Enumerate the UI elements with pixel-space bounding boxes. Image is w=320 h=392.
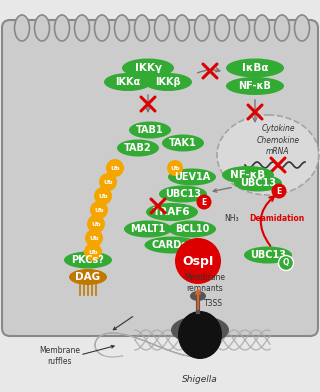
Text: Ub: Ub bbox=[89, 236, 99, 241]
Text: Q: Q bbox=[283, 258, 289, 267]
Ellipse shape bbox=[168, 169, 216, 185]
Ellipse shape bbox=[294, 15, 309, 41]
Text: Deamidation: Deamidation bbox=[250, 214, 305, 223]
Ellipse shape bbox=[254, 15, 269, 41]
Text: Membrane
ruffles: Membrane ruffles bbox=[39, 346, 81, 366]
Text: Ub: Ub bbox=[103, 180, 113, 185]
Ellipse shape bbox=[115, 15, 130, 41]
Ellipse shape bbox=[134, 15, 149, 41]
Text: T3SS: T3SS bbox=[204, 299, 222, 309]
Ellipse shape bbox=[129, 122, 171, 138]
Ellipse shape bbox=[244, 247, 292, 263]
Circle shape bbox=[175, 238, 221, 284]
Text: Ub: Ub bbox=[94, 207, 104, 212]
Circle shape bbox=[87, 215, 105, 233]
Ellipse shape bbox=[178, 311, 222, 359]
Ellipse shape bbox=[214, 15, 229, 41]
Ellipse shape bbox=[14, 15, 29, 41]
Ellipse shape bbox=[35, 15, 50, 41]
Ellipse shape bbox=[117, 140, 159, 156]
Ellipse shape bbox=[222, 166, 274, 184]
Text: IKKγ: IKKγ bbox=[134, 63, 162, 73]
Text: Membrane
remnants: Membrane remnants bbox=[185, 273, 226, 293]
Ellipse shape bbox=[275, 15, 290, 41]
Ellipse shape bbox=[145, 236, 199, 254]
Text: IKKβ: IKKβ bbox=[155, 77, 181, 87]
Text: PKCs?: PKCs? bbox=[72, 255, 104, 265]
Text: NF-κB: NF-κB bbox=[239, 81, 271, 91]
Text: UBC13: UBC13 bbox=[240, 178, 276, 188]
Circle shape bbox=[278, 256, 293, 270]
Circle shape bbox=[85, 229, 103, 247]
Text: NF-κB: NF-κB bbox=[230, 170, 266, 180]
Text: UEV1A: UEV1A bbox=[174, 172, 210, 182]
Text: UBC13: UBC13 bbox=[250, 250, 286, 260]
Circle shape bbox=[94, 187, 112, 205]
Ellipse shape bbox=[226, 58, 284, 78]
Ellipse shape bbox=[124, 221, 172, 238]
Ellipse shape bbox=[54, 15, 69, 41]
Text: Ub: Ub bbox=[98, 194, 108, 198]
Circle shape bbox=[90, 201, 108, 219]
Text: Ub: Ub bbox=[170, 165, 180, 171]
Ellipse shape bbox=[64, 252, 112, 269]
Text: TAK1: TAK1 bbox=[169, 138, 197, 148]
Text: Ub: Ub bbox=[110, 165, 120, 171]
Text: Ub: Ub bbox=[88, 249, 98, 254]
Text: Ub: Ub bbox=[91, 221, 101, 227]
Text: UBC13: UBC13 bbox=[165, 189, 201, 199]
Circle shape bbox=[167, 160, 183, 176]
Text: TAB1: TAB1 bbox=[136, 125, 164, 135]
Ellipse shape bbox=[144, 73, 192, 91]
Ellipse shape bbox=[104, 73, 152, 91]
Ellipse shape bbox=[122, 58, 174, 78]
Text: E: E bbox=[276, 187, 282, 196]
Ellipse shape bbox=[146, 203, 198, 221]
Text: MALT1: MALT1 bbox=[130, 224, 166, 234]
Ellipse shape bbox=[190, 291, 206, 301]
Ellipse shape bbox=[155, 15, 170, 41]
Text: IκBα: IκBα bbox=[242, 63, 268, 73]
Ellipse shape bbox=[168, 221, 216, 238]
Text: TRAF6: TRAF6 bbox=[153, 207, 191, 217]
Ellipse shape bbox=[226, 77, 284, 95]
Text: BCL10: BCL10 bbox=[175, 224, 209, 234]
Ellipse shape bbox=[171, 316, 229, 344]
Ellipse shape bbox=[159, 185, 207, 203]
Text: DAG: DAG bbox=[76, 272, 100, 282]
Ellipse shape bbox=[234, 174, 282, 192]
Ellipse shape bbox=[75, 15, 90, 41]
FancyBboxPatch shape bbox=[2, 20, 318, 336]
Text: IKKα: IKKα bbox=[116, 77, 140, 87]
Ellipse shape bbox=[195, 15, 210, 41]
Text: Cytokine
Chemokine
mRNA: Cytokine Chemokine mRNA bbox=[256, 124, 300, 156]
Ellipse shape bbox=[217, 115, 319, 195]
Ellipse shape bbox=[94, 15, 109, 41]
Text: E: E bbox=[201, 198, 207, 207]
Circle shape bbox=[106, 159, 124, 177]
Text: NH₃: NH₃ bbox=[225, 214, 239, 223]
Circle shape bbox=[271, 183, 286, 198]
Text: Shigella: Shigella bbox=[182, 376, 218, 385]
Circle shape bbox=[196, 194, 212, 209]
Circle shape bbox=[99, 173, 117, 191]
Ellipse shape bbox=[235, 15, 250, 41]
Text: CARDs?: CARDs? bbox=[151, 240, 193, 250]
Ellipse shape bbox=[69, 269, 107, 285]
Ellipse shape bbox=[174, 15, 189, 41]
Ellipse shape bbox=[162, 134, 204, 151]
Text: OspI: OspI bbox=[182, 254, 214, 267]
Circle shape bbox=[84, 243, 102, 261]
Text: TAB2: TAB2 bbox=[124, 143, 152, 153]
